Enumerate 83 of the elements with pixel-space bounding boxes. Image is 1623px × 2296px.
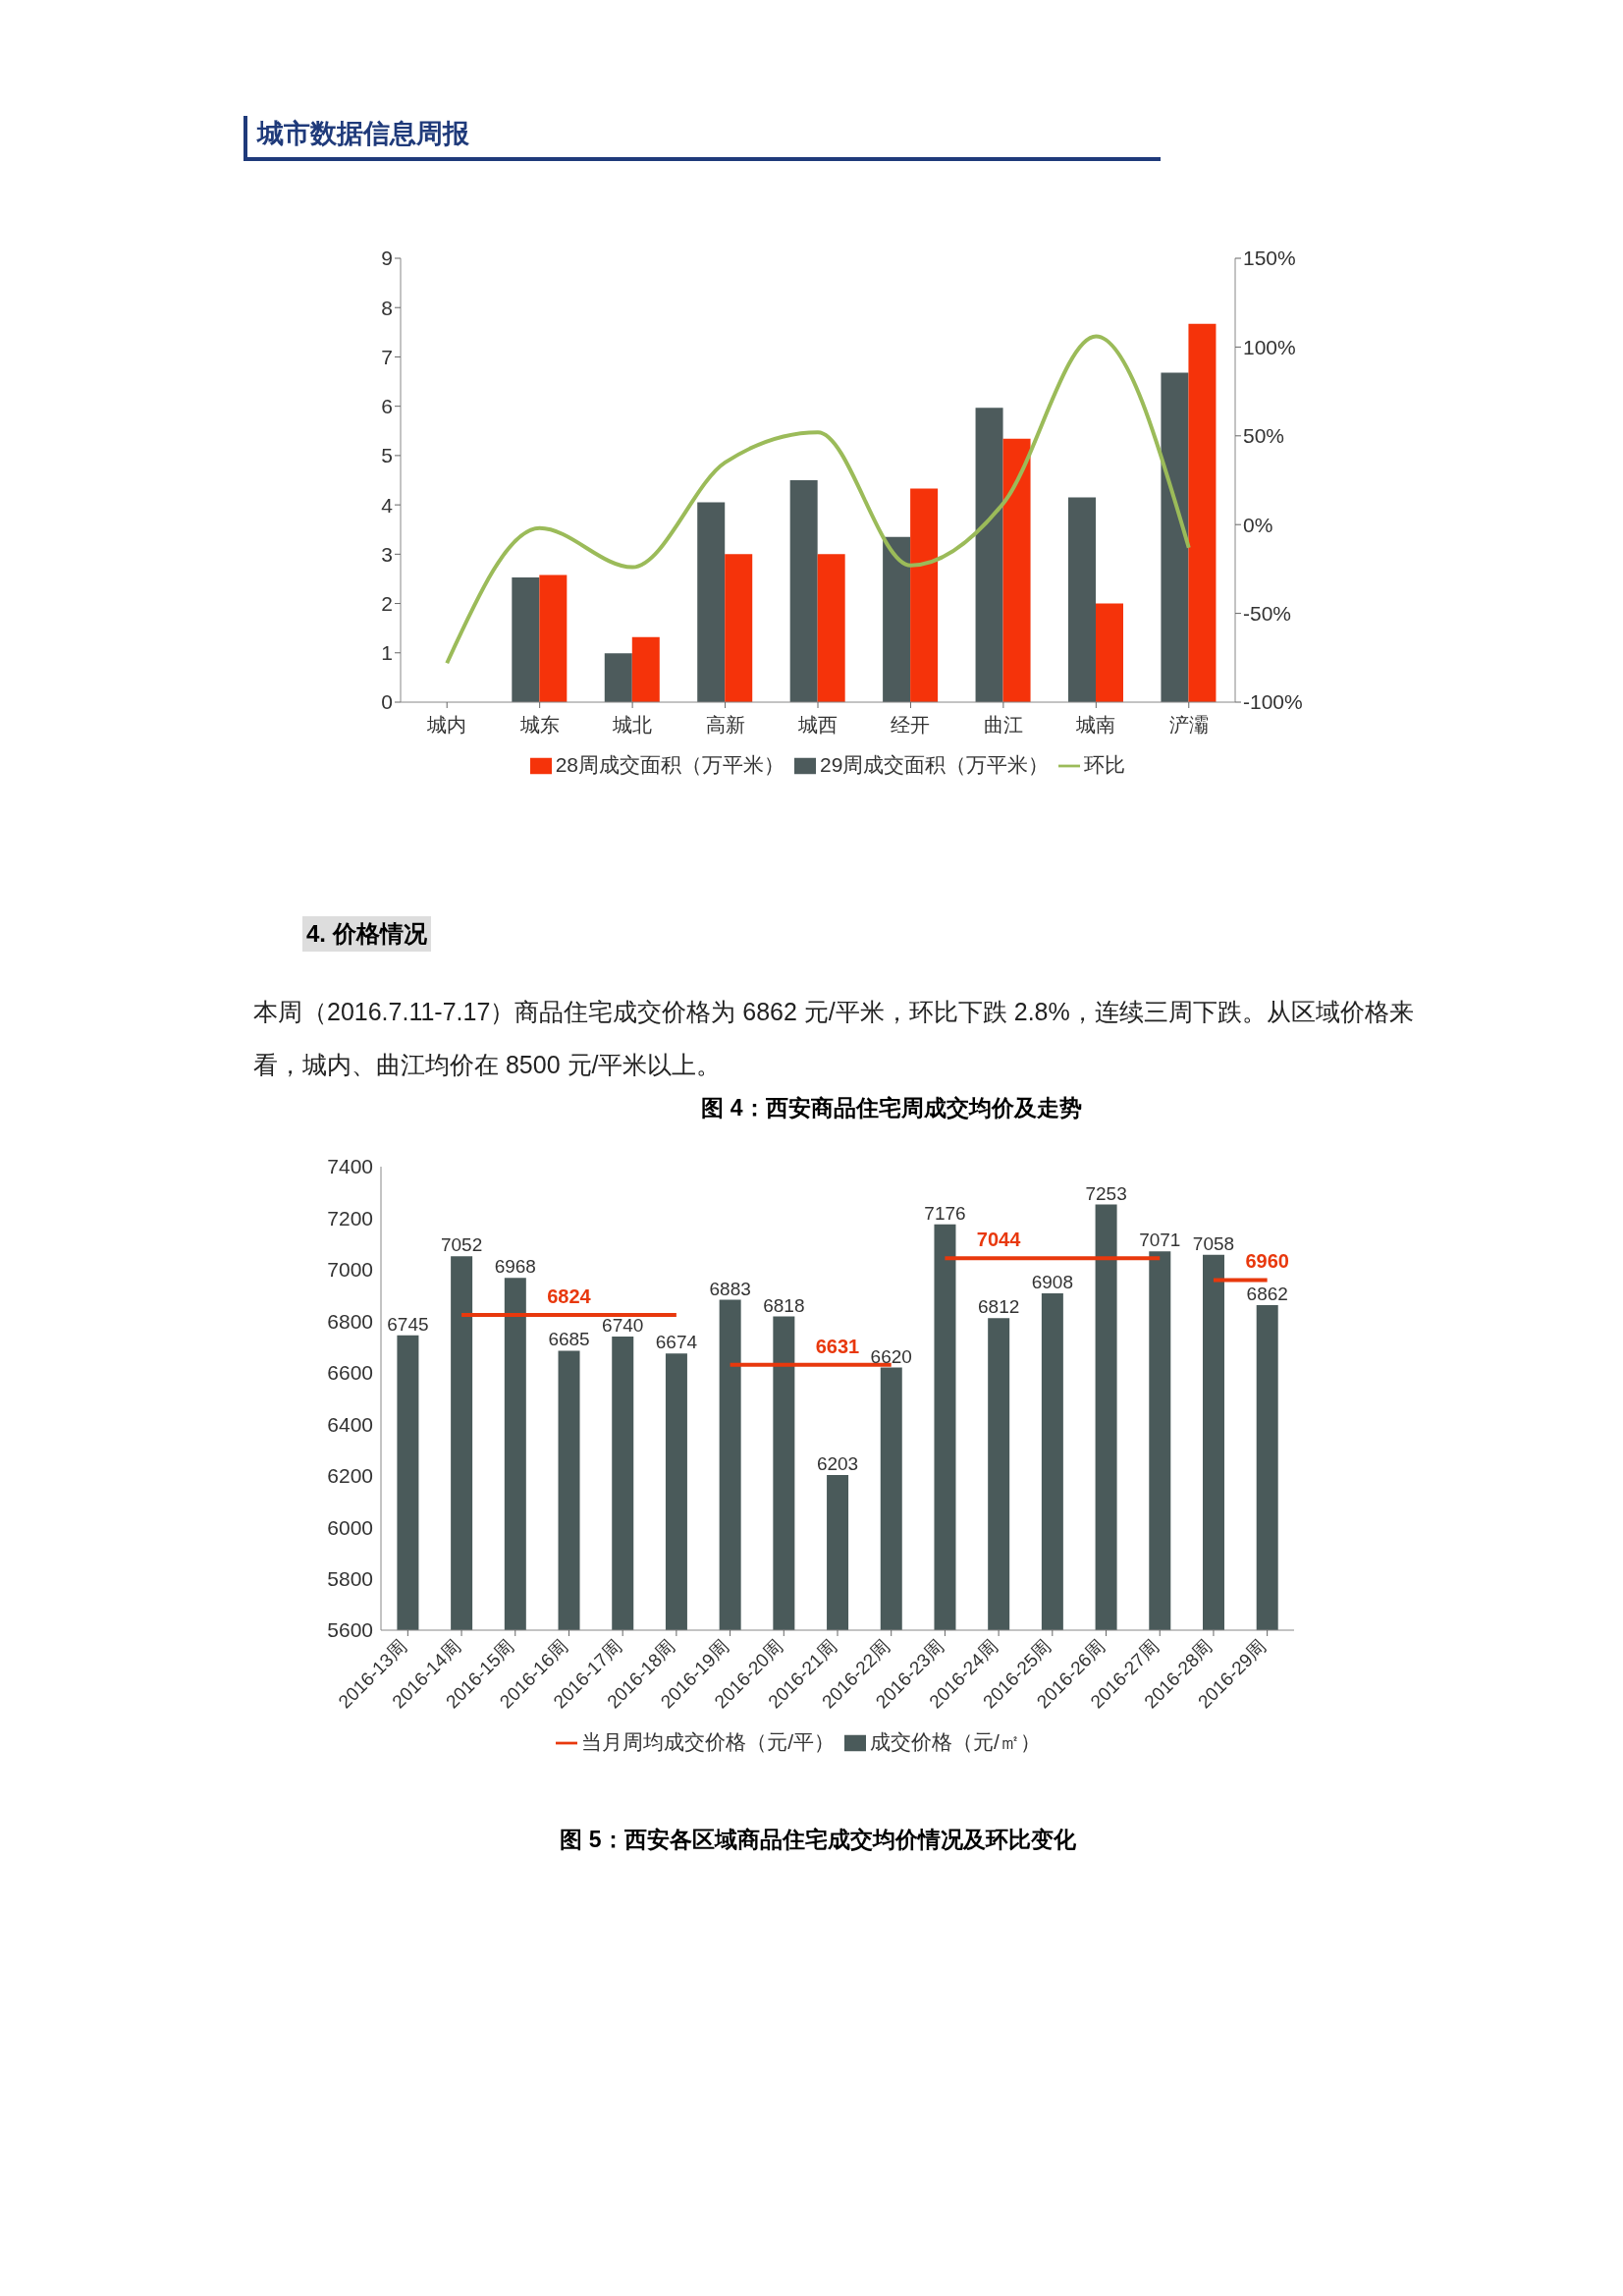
data-label: 6812 [978,1296,1020,1318]
y2-tick-label: 50% [1243,424,1285,448]
bar [697,502,726,702]
y2-tick-label: 150% [1243,246,1296,270]
y-tick-label: 1 [381,641,393,665]
x-tick-label: 经开 [891,714,931,737]
y-tick-label: 9 [381,246,393,270]
data-label: 6968 [494,1256,536,1278]
y-tick-label: 7200 [327,1206,373,1230]
bar [817,554,845,702]
y-tick-label: 7 [381,345,393,368]
x-tick-label: 城西 [797,714,838,737]
y-tick-label: 7400 [327,1155,373,1178]
data-label: 6674 [655,1332,698,1353]
x-tick-label: 高新 [705,714,745,737]
bar [539,574,568,702]
bar [1161,372,1189,702]
y-tick-label: 0 [381,690,393,714]
data-label: 6745 [387,1313,429,1335]
data-label: 7044 [976,1229,1022,1251]
data-label: 6818 [763,1294,805,1316]
bar [631,636,660,702]
data-label: 7176 [924,1202,966,1224]
data-label: 6685 [548,1329,590,1350]
data-label: 7071 [1139,1230,1181,1251]
bar [883,536,911,702]
bar [1096,603,1123,702]
x-tick-label: 城南 [1075,714,1116,737]
y-tick-label: 5 [381,444,393,467]
x-tick-label: 城东 [518,714,560,737]
y-tick-label: 8 [381,296,393,319]
data-label: 6908 [1031,1272,1074,1293]
data-label: 6824 [547,1285,592,1308]
text: 本周（2016.7.11-7.17）商品住宅成交价格为 6862 元/平米，环比下跌 2.8%，连续三周下跌。从区域价格来看，城内、曲江均价在 8500 元/平米以上。 [253,997,1415,1080]
text: 城市数据信息周报 [257,119,469,148]
data-label: 6862 [1246,1284,1288,1305]
y-tick-label: 6200 [327,1464,373,1488]
data-label: 6960 [1245,1250,1289,1273]
y2-tick-label: -100% [1243,690,1303,714]
y2-tick-label: 0% [1243,513,1273,536]
bar [789,480,818,702]
data-label: 6883 [709,1278,751,1299]
data-label: 6740 [602,1315,644,1337]
legend-label: 成交价格（元/㎡） [870,1730,1041,1753]
x-tick-label: 浐灞 [1168,714,1209,737]
y2-tick-label: 100% [1243,335,1296,358]
legend-label: 当月周均成交价格（元/平） [581,1730,835,1753]
bar [975,408,1003,702]
bar [725,554,753,702]
bar [604,653,632,702]
data-label: 6631 [815,1335,860,1357]
bar [1002,438,1031,702]
data-label: 7253 [1085,1182,1127,1204]
data-label: 6203 [816,1452,859,1474]
y-tick-label: 6600 [327,1361,373,1385]
line-series [445,334,1191,666]
bar [910,488,939,702]
data-label: 7052 [440,1234,483,1256]
y-tick-label: 3 [381,542,393,566]
chart-title: 图 4：西安商品住宅周成交均价及走势 [700,1094,1083,1122]
x-tick-label: 曲江 [983,714,1023,737]
legend-label: 28周成交面积（万平米） [555,753,784,776]
x-tick-label: 城北 [612,714,653,737]
bar [1188,323,1217,702]
y-tick-label: 7000 [327,1258,373,1282]
y-tick-label: 6000 [327,1515,373,1539]
caption: 图 5：西安各区域商品住宅成交均价情况及环比变化 [559,1826,1077,1854]
y-tick-label: 6400 [327,1412,373,1436]
legend-label: 29周成交面积（万平米） [820,753,1050,776]
y-tick-label: 5800 [327,1567,373,1591]
data-label: 7058 [1192,1232,1235,1254]
y2-tick-label: -50% [1243,602,1292,626]
y-tick-label: 5600 [327,1618,373,1642]
data-label: 6620 [870,1345,912,1367]
bar [512,576,540,702]
y-tick-label: 6800 [327,1309,373,1333]
x-tick-label: 城内 [426,714,467,737]
bar [1068,497,1096,702]
legend-label: 环比 [1084,753,1126,776]
y-tick-label: 2 [381,592,393,616]
y-tick-label: 6 [381,395,393,418]
text: 4. 价格情况 [302,916,431,952]
y-tick-label: 4 [381,493,394,517]
